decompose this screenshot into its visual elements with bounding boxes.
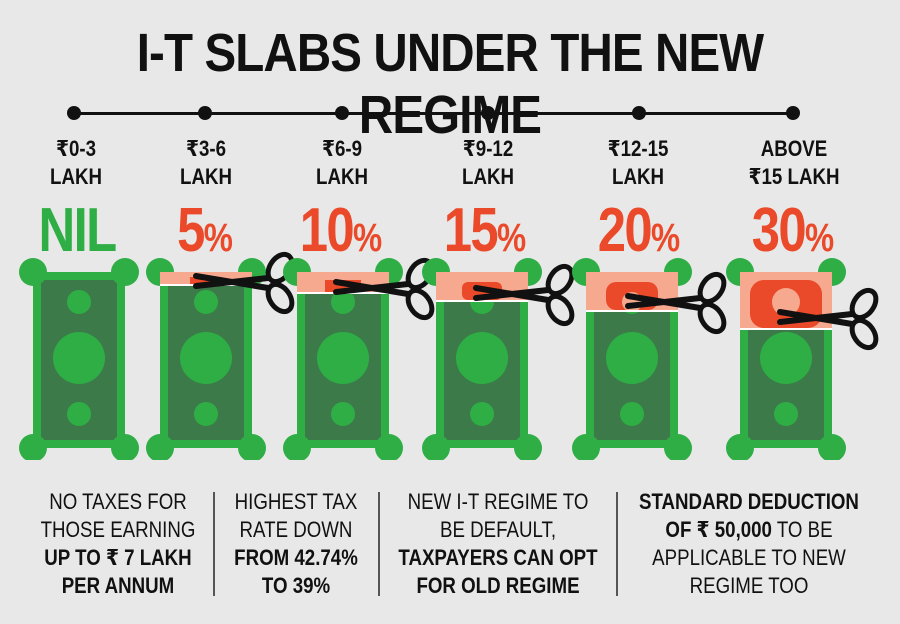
note-line: OF ₹ 50,000 xyxy=(665,517,772,542)
rate-value: 20 xyxy=(597,196,653,265)
rate-value: 5 xyxy=(177,196,205,265)
banknote-4 xyxy=(572,258,692,460)
percent-sign: % xyxy=(203,216,233,260)
note-line: FOR OLD REGIME xyxy=(416,573,580,598)
slab-range: ₹6-9 xyxy=(321,136,363,161)
percent-sign: % xyxy=(651,216,681,260)
slab-label-2: ₹6-9 LAKH xyxy=(283,135,402,191)
slab-unit: LAKH xyxy=(180,164,232,189)
slab-label-5: ABOVE ₹15 LAKH xyxy=(735,135,854,191)
percent-sign: % xyxy=(353,216,383,260)
note-line: RATE DOWN xyxy=(239,517,353,542)
slab-label-1: ₹3-6 LAKH xyxy=(147,135,266,191)
divider xyxy=(378,492,380,596)
divider xyxy=(213,492,215,596)
banknote-1 xyxy=(146,258,266,460)
slab-unit: LAKH xyxy=(462,164,514,189)
slab-range: ₹12-15 xyxy=(607,136,669,161)
note-standard-deduction: STANDARD DEDUCTION OF ₹ 50,000 TO BE APP… xyxy=(618,488,880,608)
note-line: NO TAXES FOR xyxy=(49,489,187,514)
divider xyxy=(616,492,618,596)
rate-value: 30 xyxy=(751,196,807,265)
timeline-dot xyxy=(632,106,646,120)
note-line: THOSE EARNING xyxy=(40,517,196,542)
note-default-regime: NEW I-T REGIME TO BE DEFAULT, TAXPAYERS … xyxy=(380,488,616,608)
rate-1: 5% xyxy=(144,195,267,266)
rate-2: 10% xyxy=(280,195,403,266)
slab-range: ABOVE xyxy=(760,136,828,161)
note-line: TAXPAYERS CAN OPT xyxy=(398,545,598,570)
note-line: TO 39% xyxy=(261,573,331,598)
note-line: BE DEFAULT, xyxy=(439,517,557,542)
slab-unit: LAKH xyxy=(612,164,664,189)
rate-5: 30% xyxy=(732,195,855,266)
note-line: TO BE xyxy=(771,517,833,542)
percent-sign: % xyxy=(805,216,835,260)
slab-unit: LAKH xyxy=(316,164,368,189)
timeline-dot xyxy=(786,106,800,120)
note-line: NEW I-T REGIME TO xyxy=(407,489,589,514)
note-line: HIGHEST TAX xyxy=(234,489,358,514)
banknotes-graphic xyxy=(19,0,900,460)
note-no-taxes: NO TAXES FOR THOSE EARNING UP TO ₹ 7 LAK… xyxy=(20,488,216,608)
slab-range: ₹0-3 xyxy=(55,136,97,161)
banknote-5 xyxy=(726,258,846,460)
rate-value: 10 xyxy=(299,196,355,265)
slab-unit: LAKH xyxy=(50,164,102,189)
banknote-0 xyxy=(19,258,139,460)
slab-range: ₹3-6 xyxy=(185,136,227,161)
note-highest-tax: HIGHEST TAX RATE DOWN FROM 42.74% TO 39% xyxy=(214,488,378,608)
rate-4: 20% xyxy=(578,195,701,266)
slab-range: ₹9-12 xyxy=(462,136,514,161)
rate-0: NIL xyxy=(16,195,139,266)
timeline-line xyxy=(74,112,794,115)
rate-3: 15% xyxy=(424,195,547,266)
note-line: PER ANNUM xyxy=(61,573,175,598)
timeline-dot xyxy=(198,106,212,120)
note-line: APPLICABLE TO NEW xyxy=(652,545,846,570)
percent-sign: % xyxy=(497,216,527,260)
slab-label-0: ₹0-3 LAKH xyxy=(17,135,136,191)
timeline-dot xyxy=(481,106,495,120)
note-line: REGIME TOO xyxy=(689,573,809,598)
slab-label-3: ₹9-12 LAKH xyxy=(429,135,548,191)
note-line: FROM 42.74% xyxy=(234,545,358,570)
rate-value: NIL xyxy=(38,196,118,265)
rate-value: 15 xyxy=(443,196,499,265)
slab-label-4: ₹12-15 LAKH xyxy=(579,135,698,191)
note-line: STANDARD DEDUCTION xyxy=(639,489,859,514)
note-line: UP TO ₹ 7 LAKH xyxy=(44,545,192,570)
timeline-dot xyxy=(335,106,349,120)
timeline-dot xyxy=(67,106,81,120)
page-title: I-T SLABS UNDER THE NEW REGIME xyxy=(136,23,764,145)
slab-unit: ₹15 LAKH xyxy=(748,164,840,189)
